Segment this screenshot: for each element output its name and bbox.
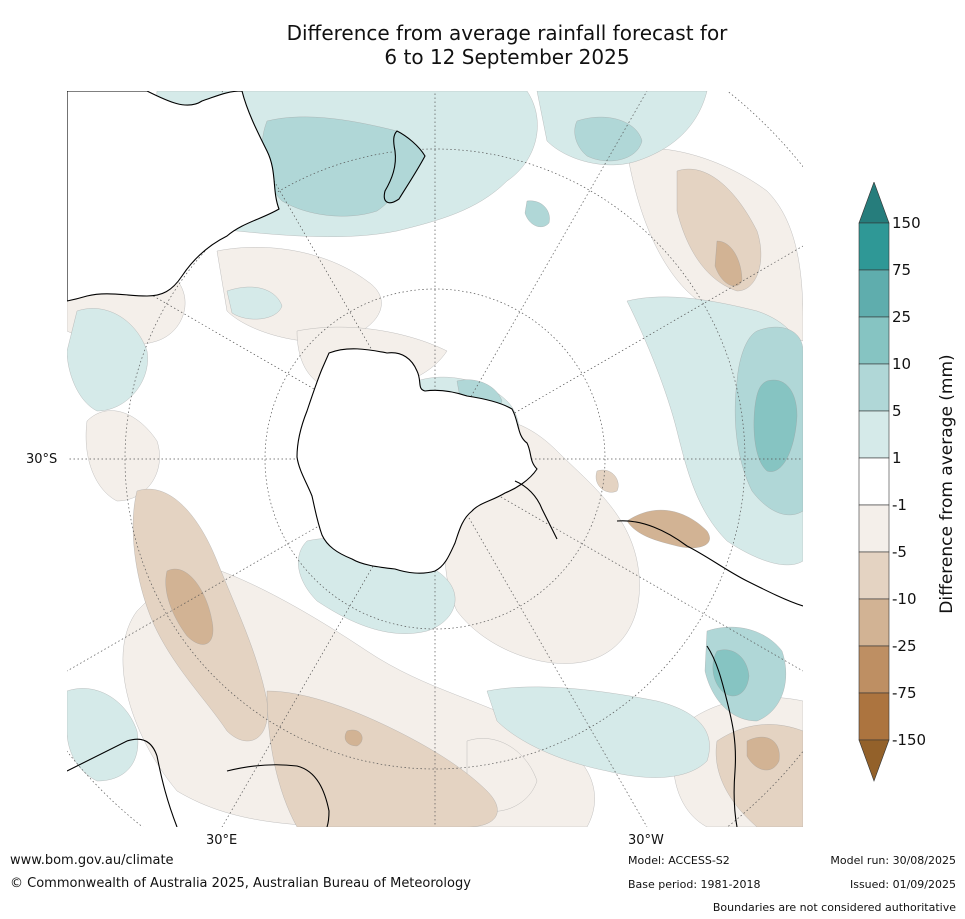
map-title: Difference from average rainfall forecas… — [0, 21, 965, 69]
footer-issued: Issued: 01/09/2025 — [849, 878, 956, 891]
south-america-coastline — [616, 520, 803, 607]
colorbar-band-minus-5-10 — [858, 551, 890, 600]
colorbar — [858, 181, 892, 786]
madagascar-coastline — [226, 764, 330, 827]
longitude-label-30e: 30°E — [206, 833, 238, 848]
footer-model: Model: ACCESS-S2 — [628, 854, 730, 867]
colorbar-tick-label: 1 — [892, 449, 902, 467]
title-line-1: Difference from average rainfall forecas… — [286, 21, 728, 45]
south-america-west-coast — [706, 645, 738, 827]
antarctica-coastline — [296, 348, 538, 574]
colorbar-tick-label: 10 — [892, 355, 912, 373]
colorbar-tick-label: 25 — [892, 308, 912, 326]
colorbar-tick-label: -25 — [892, 637, 917, 655]
colorbar-band-plus-1-5 — [858, 410, 890, 459]
colorbar-band-plus-10-25 — [858, 316, 890, 365]
colorbar-tick-label: -150 — [892, 731, 927, 749]
colorbar-band-neutral — [858, 457, 890, 506]
colorbar-band-plus-75-150 — [858, 222, 890, 271]
footer-copyright: © Commonwealth of Australia 2025, Austra… — [10, 876, 471, 891]
colorbar-title: Difference from average (mm) — [937, 354, 957, 614]
longitude-label-30w: 30°W — [628, 833, 664, 848]
new-zealand-coastline — [383, 130, 426, 204]
rainfall-anomaly-map — [67, 91, 803, 827]
australia-coastline — [67, 91, 280, 302]
colorbar-tick-label: 5 — [892, 402, 902, 420]
anomaly-wet-strong — [712, 379, 798, 697]
footer-website: www.bom.gov.au/climate — [10, 853, 174, 868]
colorbar-band-plus-5-10 — [858, 363, 890, 412]
colorbar-extend-max — [858, 181, 890, 224]
footer-model-run: Model run: 30/08/2025 — [830, 854, 956, 867]
map-canvas — [67, 91, 803, 827]
footer-base-period: Base period: 1981-2018 — [628, 878, 761, 891]
colorbar-tick-label: -10 — [892, 590, 917, 608]
antarctic-peninsula — [514, 480, 558, 540]
colorbar-extend-min — [858, 739, 890, 782]
footer-boundaries-note: Boundaries are not considered authoritat… — [712, 901, 956, 914]
colorbar-tick-label: -1 — [892, 496, 907, 514]
title-line-2: 6 to 12 September 2025 — [384, 45, 630, 69]
colorbar-band-plus-25-75 — [858, 269, 890, 318]
colorbar-tick-label: 75 — [892, 261, 912, 279]
colorbar-tick-label: -5 — [892, 543, 907, 561]
colorbar-band-minus-10-25 — [858, 598, 890, 647]
colorbar-tick-label: -75 — [892, 684, 917, 702]
africa-coastline — [67, 738, 178, 827]
anomaly-dry-strong — [165, 240, 780, 771]
colorbar-band-minus-75-150 — [858, 692, 890, 741]
latitude-label-30s: 30°S — [26, 452, 58, 467]
colorbar-band-minus-1-5 — [858, 504, 890, 553]
colorbar-tick-label: 150 — [892, 214, 921, 232]
colorbar-band-minus-25-75 — [858, 645, 890, 694]
colorbar-swatches — [858, 181, 890, 782]
